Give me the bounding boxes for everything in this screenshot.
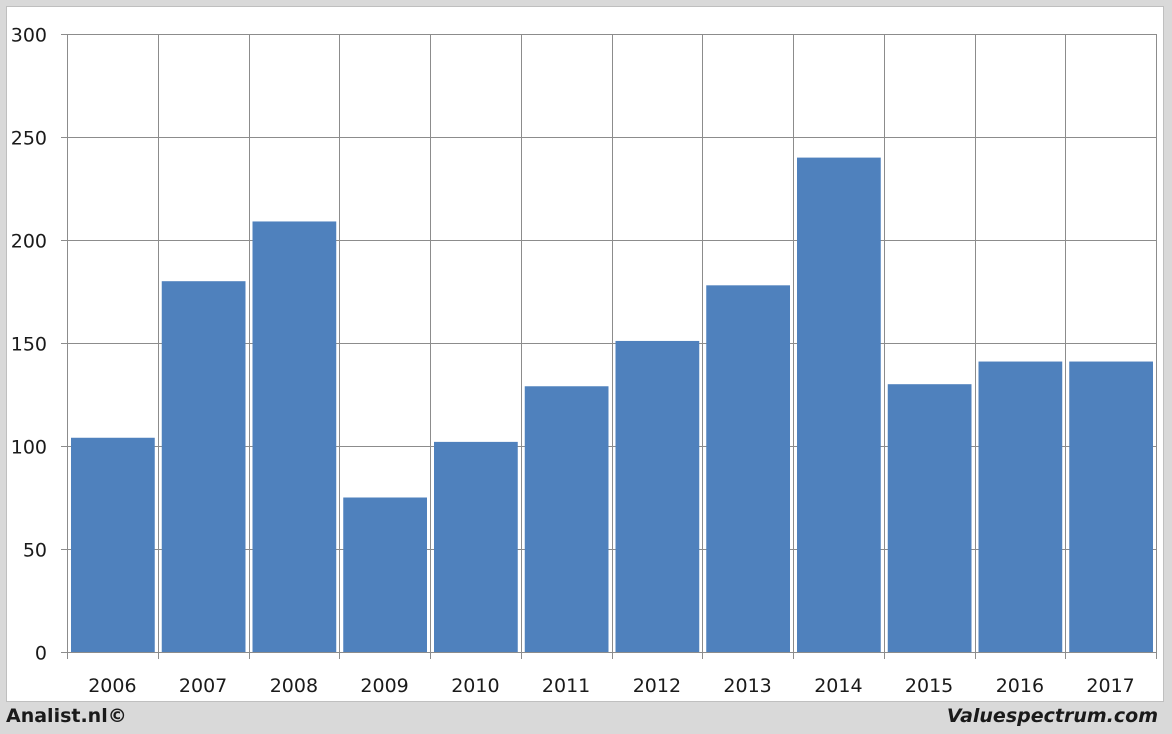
y-tick-label: 100 [11,437,47,459]
x-tick-label: 2007 [179,675,227,697]
y-tick-label: 200 [11,231,47,253]
x-tick-label: 2009 [360,675,408,697]
bar-2016 [978,361,1063,652]
bar-2011 [524,386,609,652]
bar-2012 [615,340,700,652]
x-tick-label: 2016 [996,675,1044,697]
axis-layer [61,34,1156,653]
x-tick-label: 2013 [723,675,771,697]
bar-2008 [252,221,337,652]
x-tick-label: 2017 [1086,675,1134,697]
x-tick-label: 2010 [451,675,499,697]
y-tick-label: 0 [35,643,47,665]
labels-layer: 0 50 100 150 200 250 300 2006 2007 2008 2009 2010 20… [11,25,1135,698]
y-tick-label: 300 [11,25,47,47]
bars-layer [71,157,1153,652]
bar-2013 [706,285,790,652]
bar-2006 [71,437,155,652]
bar-2015 [887,384,972,652]
x-tick-label: 2014 [814,675,862,697]
bar-2007 [161,281,246,652]
bar-2014 [797,157,881,652]
bar-2017 [1069,361,1153,652]
x-tick-label: 2008 [270,675,318,697]
bar-2009 [343,497,427,652]
x-tick-label: 2006 [88,675,136,697]
x-tick-label: 2015 [905,675,953,697]
y-tick-label: 250 [11,128,47,150]
y-tick-label: 50 [23,540,47,562]
footer-source-label: Analist.nl© [6,705,127,727]
bar-2010 [434,441,518,652]
x-tick-label: 2011 [542,675,590,697]
footer-site-label: Valuespectrum.com [946,705,1158,727]
y-tick-label: 150 [11,334,47,356]
x-tick-label: 2012 [633,675,681,697]
